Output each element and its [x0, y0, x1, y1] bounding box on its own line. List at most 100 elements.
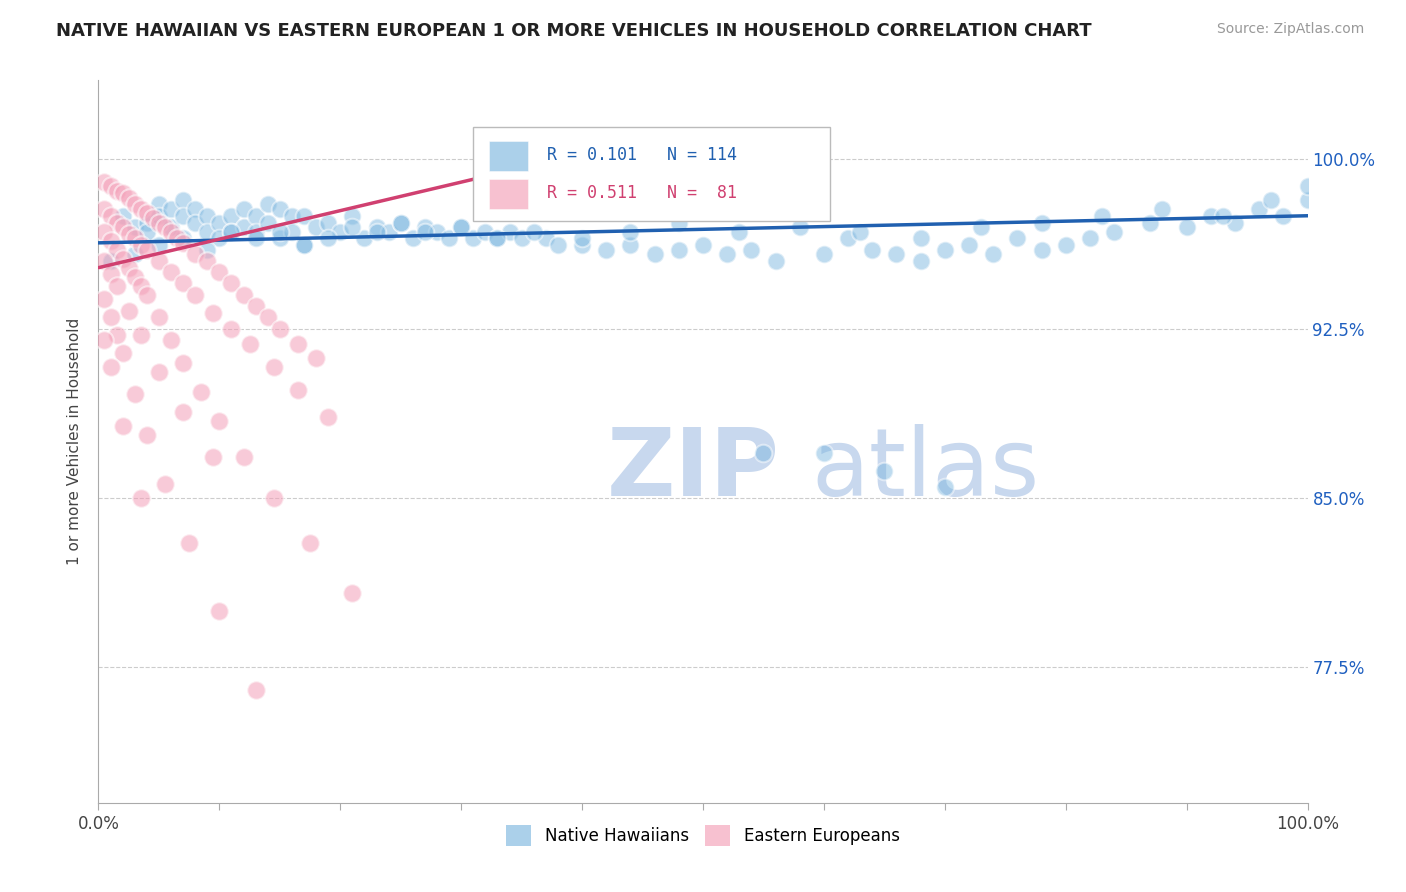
- Point: [105, 328, 128, 343]
- Point: [292, 238, 315, 252]
- Point: [981, 247, 1004, 261]
- Point: [111, 220, 134, 235]
- Point: [208, 604, 231, 618]
- Point: [239, 337, 262, 351]
- Point: [450, 220, 472, 235]
- Point: [305, 351, 328, 365]
- Point: [124, 247, 146, 261]
- Point: [263, 491, 285, 505]
- Point: [752, 446, 775, 460]
- Point: [93, 253, 115, 268]
- Point: [202, 306, 225, 320]
- Point: [498, 225, 520, 239]
- Text: ZIP: ZIP: [606, 425, 779, 516]
- Point: [160, 333, 183, 347]
- Point: [153, 477, 176, 491]
- Point: [256, 197, 278, 211]
- Point: [934, 243, 956, 257]
- Point: [740, 243, 762, 257]
- Point: [124, 220, 146, 235]
- Point: [1031, 243, 1053, 257]
- Point: [1199, 209, 1222, 223]
- Point: [510, 231, 533, 245]
- Text: R = 0.101   N = 114: R = 0.101 N = 114: [537, 146, 737, 164]
- Point: [256, 310, 278, 325]
- Point: [486, 231, 509, 245]
- Point: [111, 186, 134, 201]
- Point: [100, 359, 122, 374]
- Point: [221, 209, 243, 223]
- Point: [849, 225, 872, 239]
- Text: Source: ZipAtlas.com: Source: ZipAtlas.com: [1216, 22, 1364, 37]
- Point: [1296, 179, 1319, 194]
- Point: [135, 427, 157, 442]
- Point: [619, 225, 641, 239]
- Point: [342, 586, 364, 600]
- Point: [148, 365, 170, 379]
- Point: [728, 225, 751, 239]
- Point: [523, 225, 546, 239]
- Point: [195, 253, 218, 268]
- Point: [245, 299, 267, 313]
- Point: [970, 220, 993, 235]
- Point: [281, 209, 304, 223]
- Point: [118, 303, 141, 318]
- Point: [221, 225, 243, 239]
- Point: [124, 197, 146, 211]
- Point: [910, 231, 932, 245]
- Point: [389, 215, 412, 229]
- Point: [1212, 209, 1234, 223]
- Point: [93, 333, 115, 347]
- Point: [172, 231, 194, 245]
- Point: [135, 243, 157, 257]
- Point: [595, 243, 617, 257]
- Point: [342, 220, 364, 235]
- Point: [910, 253, 932, 268]
- Point: [184, 247, 207, 261]
- Point: [957, 238, 980, 252]
- Point: [287, 337, 309, 351]
- Point: [813, 446, 835, 460]
- Point: [148, 209, 170, 223]
- Point: [135, 206, 157, 220]
- Point: [245, 225, 267, 239]
- Point: [269, 202, 291, 216]
- Point: [135, 287, 157, 301]
- Point: [195, 243, 218, 257]
- Point: [100, 179, 122, 194]
- Point: [486, 231, 509, 245]
- Point: [426, 225, 449, 239]
- Point: [129, 491, 152, 505]
- Point: [100, 310, 122, 325]
- Point: [100, 253, 122, 268]
- Point: [111, 346, 134, 360]
- Point: [129, 238, 152, 252]
- Text: R = 0.511   N =  81: R = 0.511 N = 81: [537, 185, 737, 202]
- Point: [287, 383, 309, 397]
- Point: [129, 202, 152, 216]
- Point: [202, 450, 225, 465]
- FancyBboxPatch shape: [474, 128, 830, 221]
- Point: [105, 184, 128, 198]
- Point: [105, 278, 128, 293]
- Point: [1031, 215, 1053, 229]
- Point: [184, 215, 207, 229]
- Point: [837, 231, 859, 245]
- Point: [100, 268, 122, 282]
- Text: atlas: atlas: [811, 425, 1040, 516]
- Point: [316, 231, 339, 245]
- Point: [111, 252, 134, 266]
- Point: [105, 243, 128, 257]
- Point: [402, 231, 425, 245]
- Point: [269, 225, 291, 239]
- Point: [534, 231, 557, 245]
- Point: [1249, 202, 1271, 216]
- Point: [166, 231, 188, 245]
- Point: [1272, 209, 1295, 223]
- Point: [221, 225, 243, 239]
- Point: [281, 225, 304, 239]
- Point: [316, 215, 339, 229]
- Point: [547, 238, 569, 252]
- Point: [1223, 215, 1246, 229]
- Point: [142, 211, 165, 225]
